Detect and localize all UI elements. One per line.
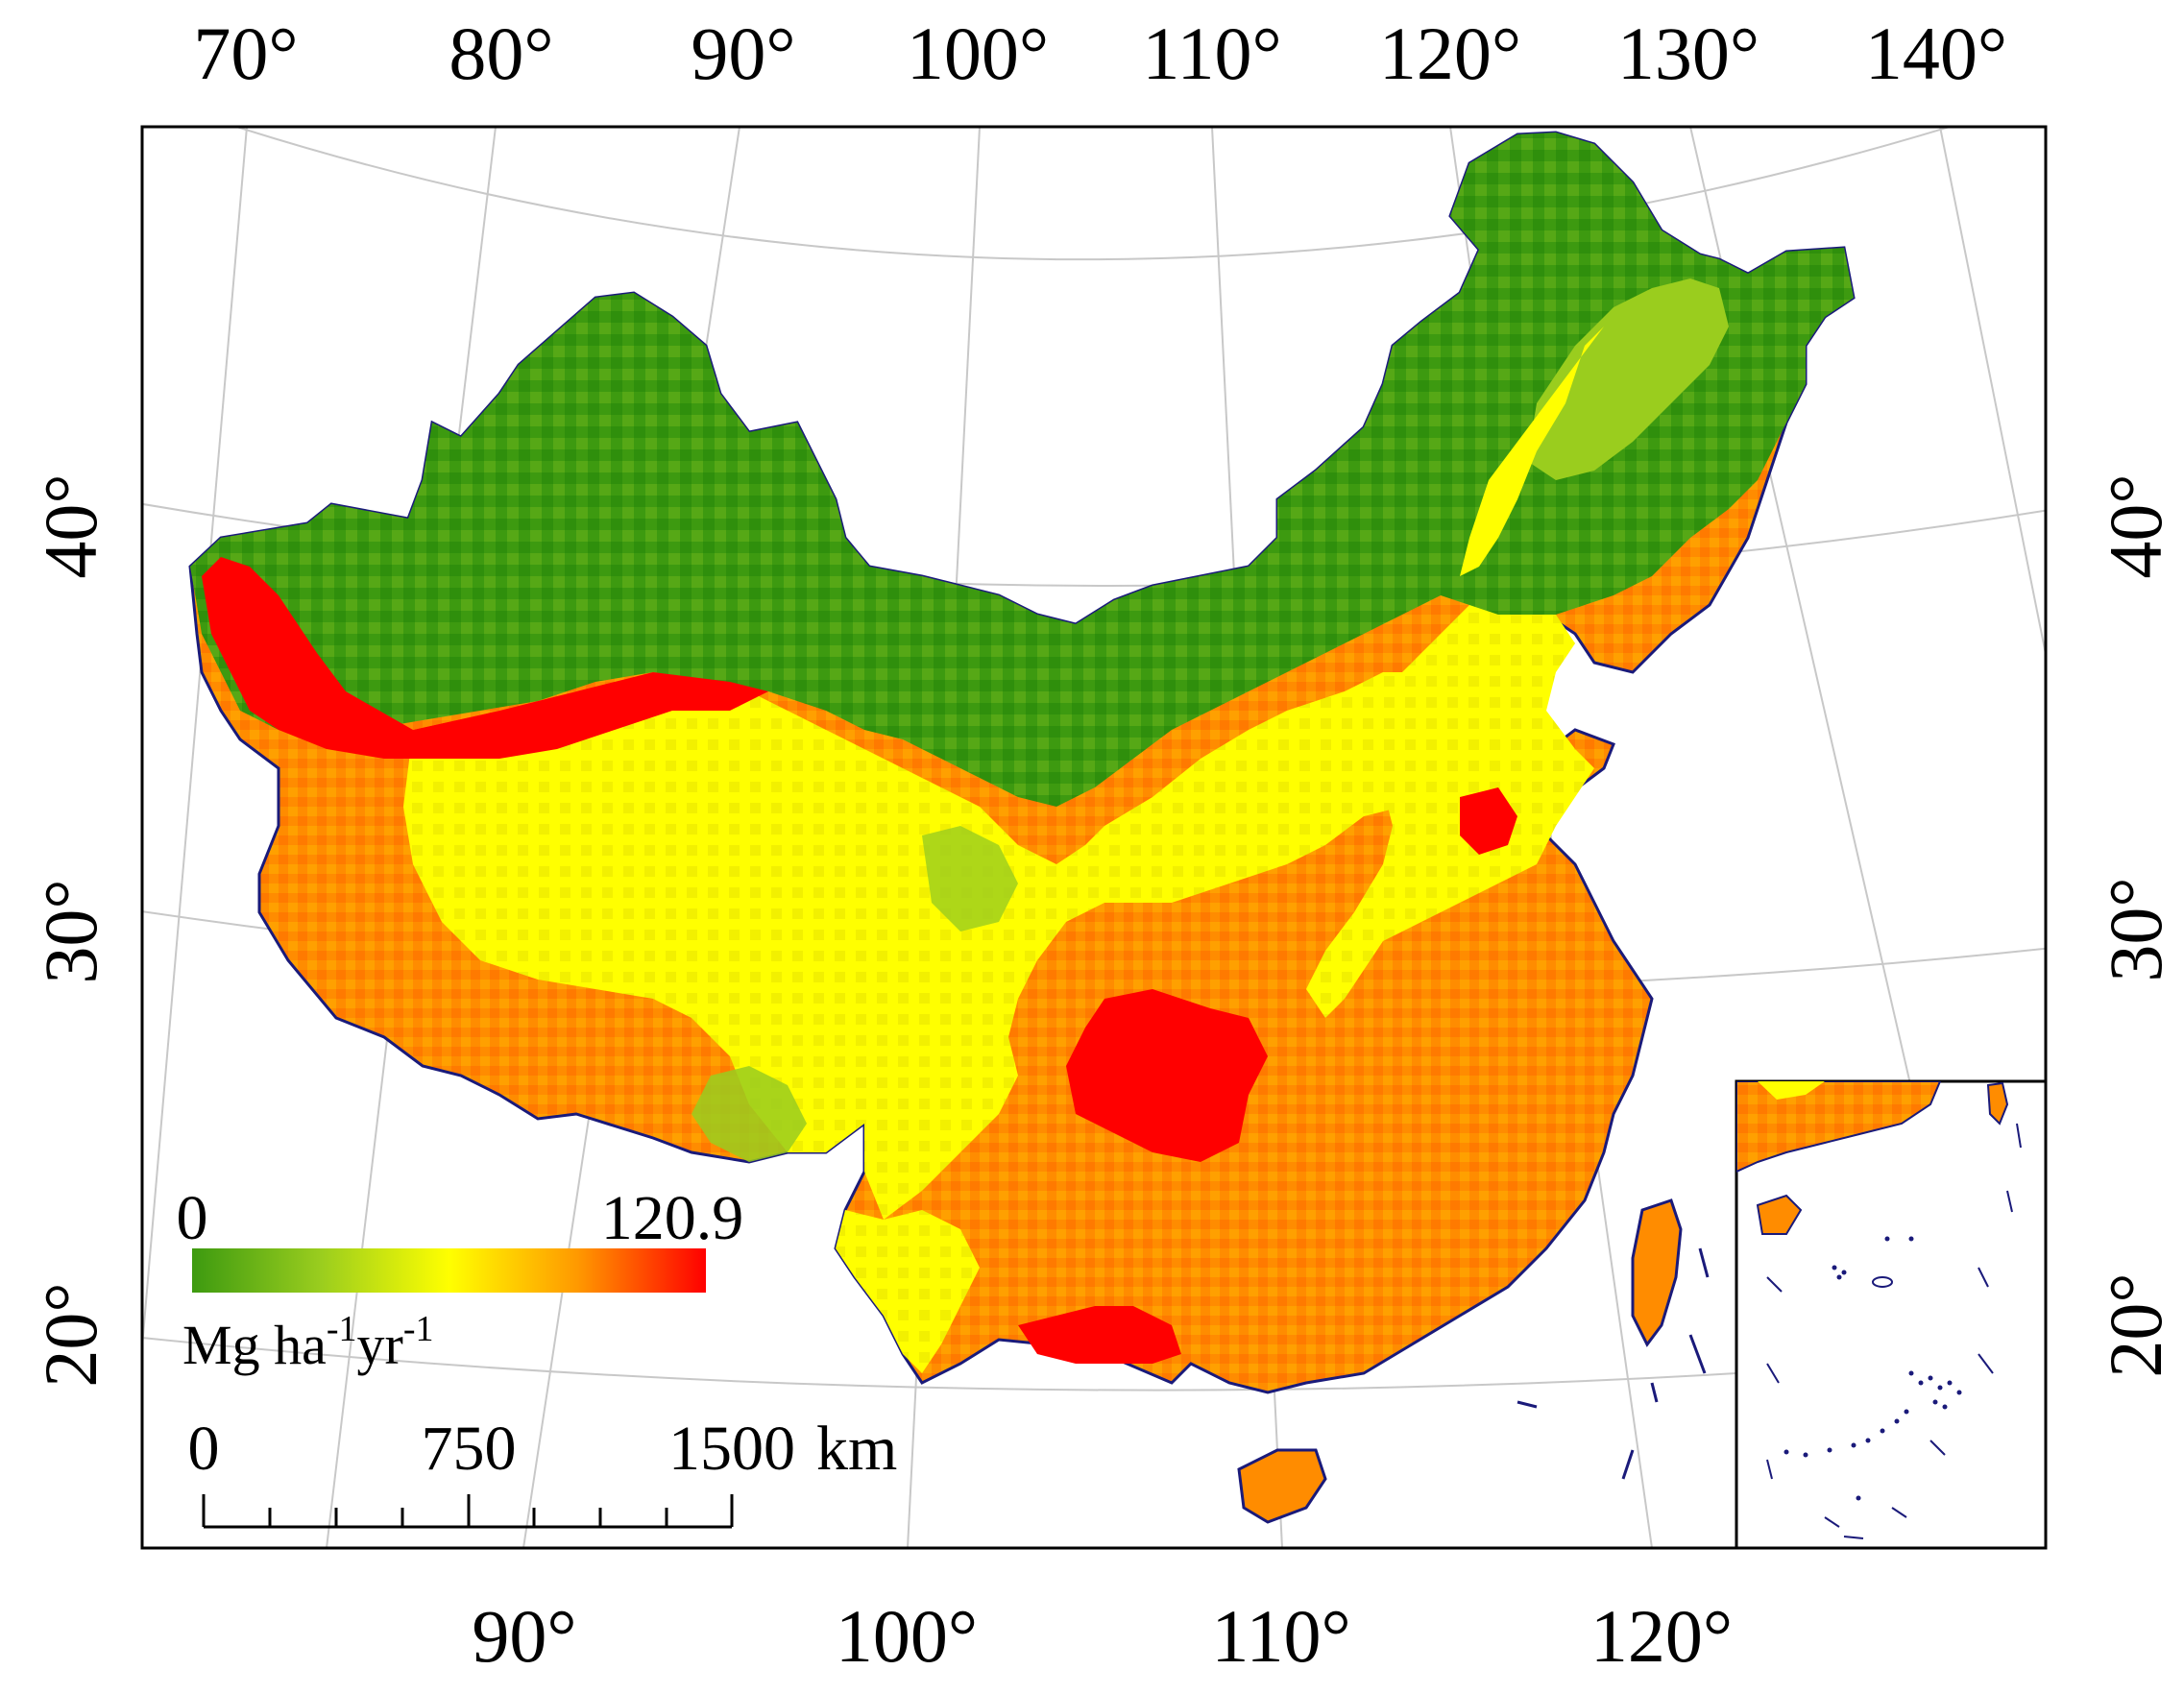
scalebar-ruler [202,1494,734,1529]
lon-label-top-90: 90° [691,12,795,95]
legend-color-ramp [192,1248,706,1293]
lon-label-top-80: 80° [449,12,553,95]
scalebar-label-0: 0 [188,1414,220,1484]
inset-mainland [1736,1081,1942,1174]
legend-unit-label: Mg ha-1yr-1 [182,1309,433,1376]
region-yellow-south [836,1210,980,1373]
inset-islands [1784,1236,1962,1501]
bottom-longitude-labels: 90° 100° 110° 120° [472,1594,1733,1678]
islands [1237,1198,1683,1524]
lon-label-top-100: 100° [907,12,1049,95]
lat-label-right-30: 30° [2094,877,2177,981]
lon-label-top-140: 140° [1865,12,2007,95]
scalebar-unit: km [816,1414,897,1484]
legend-min-label: 0 [177,1183,208,1253]
scalebar-label-1500: 1500 [668,1414,795,1484]
region-yunnan-red [1018,1306,1181,1364]
lon-label-top-120: 120° [1379,12,1521,95]
region-yellow-east [1306,595,1594,1018]
inset-taiwan [1986,1081,2009,1125]
region-northeast-yellow [1460,298,1633,576]
region-northeast-lightgreen [1527,278,1729,480]
lon-label-top-130: 130° [1617,12,1759,95]
lat-label-left-20: 20° [29,1282,112,1387]
lat-label-left-40: 40° [29,473,112,578]
right-latitude-labels: 40° 30° 20° [2094,473,2177,1377]
island-hainan [1237,1448,1327,1524]
inset-hainan [1756,1194,1803,1235]
lat-label-right-40: 40° [2094,473,2177,578]
lon-label-top-110: 110° [1142,12,1281,95]
china-landmass [188,131,1856,1394]
region-tibet-red-edge [202,557,768,759]
maritime-dashes [1517,1247,1710,1480]
left-latitude-labels: 40° 30° 20° [29,473,112,1387]
region-shandong-red [1460,787,1517,855]
top-longitude-labels: 70° 80° 90° 100° 110° 120° 130° 140° [193,12,2007,95]
inset-yellow-coast [1758,1081,1825,1100]
lon-label-bottom-90: 90° [472,1594,576,1678]
lon-label-bottom-120: 120° [1590,1594,1733,1678]
region-tibet-lightgreen [692,1066,807,1162]
lat-label-right-20: 20° [2094,1272,2177,1377]
scale-bar: 0 750 1500 km [188,1414,897,1529]
lon-label-bottom-110: 110° [1211,1594,1350,1678]
region-xinjiang-green [190,133,1854,807]
inset-dashes [1766,1123,2022,1539]
inset-south-china-sea [1735,1079,2048,1550]
region-sichuan-red [1066,989,1268,1162]
region-mid-lightgreen [922,826,1018,932]
lat-label-left-30: 30° [29,879,112,983]
lon-label-top-70: 70° [193,12,298,95]
region-yellow-zone [403,672,1498,1220]
map-frame [140,125,2048,1550]
scalebar-label-750: 750 [422,1414,517,1484]
island-taiwan [1631,1198,1683,1347]
color-legend: 0 120.9 Mg ha-1yr-1 [177,1183,744,1376]
legend-max-label: 120.9 [601,1183,744,1253]
lon-label-bottom-100: 100° [836,1594,978,1678]
